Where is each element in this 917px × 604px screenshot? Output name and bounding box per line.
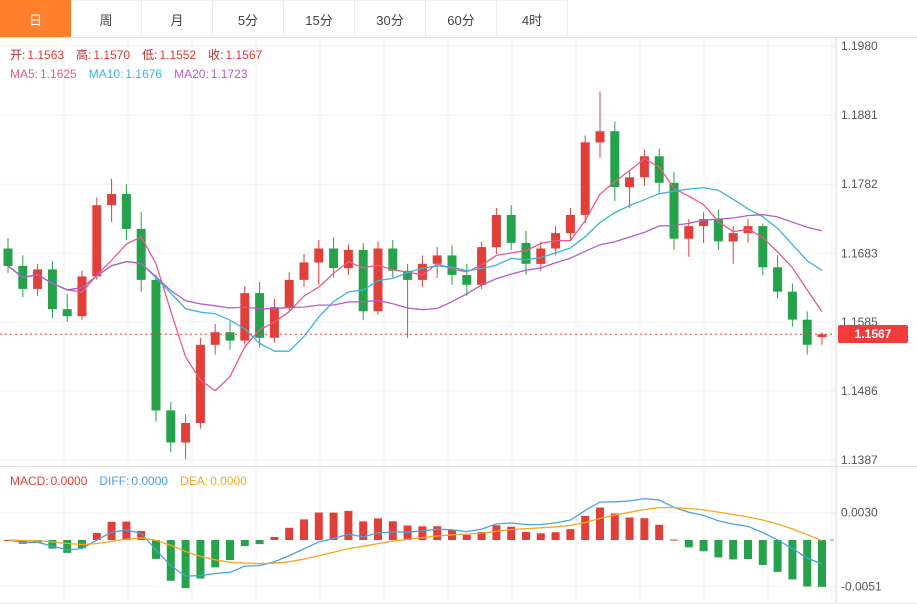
price-axis-label: 1.1683 [841,246,878,260]
interval-tabbar: 日周月 5分 15分 30分 60分 4时 [0,0,917,38]
price-axis-label: 1.1486 [841,384,878,398]
chart-canvas[interactable]: 1.19801.18811.17821.16831.15851.14861.13… [0,38,917,604]
tab-30min[interactable]: 30分 [355,0,426,37]
candles-layer [3,91,827,460]
tab-60min[interactable]: 60分 [426,0,497,37]
grid-lines [0,38,836,604]
price-axis-label: 1.1881 [841,108,878,122]
ma-lines [7,158,823,392]
price-axis: 1.19801.18811.17821.16831.15851.14861.13… [841,39,882,593]
tab-month[interactable]: 月 [142,0,213,37]
tab-week[interactable]: 周 [71,0,142,37]
macd-axis-label: -0.0051 [841,579,882,593]
diff-line [7,497,823,577]
price-axis-label: 1.1387 [841,453,878,467]
dea-line [7,506,823,565]
macd-layer [4,497,836,589]
chart-area: 1.1980 1.1881 1.1782 1.1683 1.1585 1.1486 1.13… [0,38,917,604]
price-axis-label: 1.1980 [841,39,878,53]
tab-day[interactable]: 日 [0,0,71,37]
current-price-badge: 1.1567 [838,325,908,343]
ma20-line [7,214,823,311]
frame-lines [0,38,917,604]
ma5-line [7,158,823,392]
macd-axis-label: 0.0030 [841,506,878,520]
tab-5min[interactable]: 5分 [213,0,284,37]
tab-4hour[interactable]: 4时 [497,0,568,37]
price-axis-label: 1.1782 [841,177,878,191]
tab-15min[interactable]: 15分 [284,0,355,37]
